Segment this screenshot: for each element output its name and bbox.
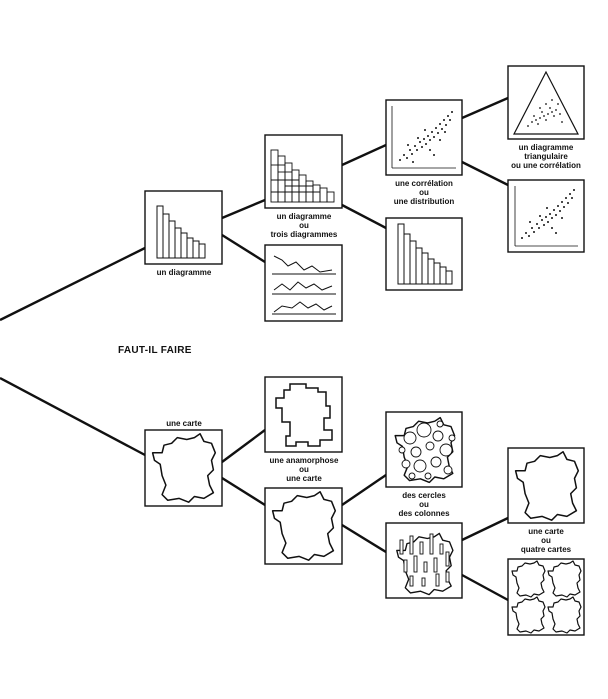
label-correlation-ou-distribution: une corrélation ou une distribution <box>393 179 455 206</box>
proportional-circles-map-icon <box>394 416 456 484</box>
node-carte-ou-quatre <box>507 447 585 636</box>
label-anamorphose-ou-carte: une anamorphose ou une carte <box>269 456 339 483</box>
scatter-plot-icon <box>391 106 456 169</box>
connectors <box>0 96 509 602</box>
label-un-diagramme: un diagramme <box>156 268 212 277</box>
label-cercles-ou-colonnes: des cercles ou des colonnes <box>398 491 450 518</box>
node-correlation-ou-distribution <box>385 99 463 291</box>
node-triangulaire-ou-correlation <box>507 65 585 253</box>
node-un-diagramme <box>144 190 223 265</box>
three-line-charts-icon <box>272 255 336 315</box>
distribution-histogram-icon <box>397 223 453 285</box>
node-anamorphose-ou-carte <box>264 376 343 565</box>
stacked-histogram-icon <box>270 149 335 203</box>
node-une-carte <box>144 429 223 507</box>
main-question: FAUT-IL FAIRE <box>118 345 192 356</box>
label-diagramme-ou-trois: un diagramme ou trois diagrammes <box>270 212 338 239</box>
label-une-carte: une carte <box>166 419 202 428</box>
node-diagramme-ou-trois <box>264 134 343 322</box>
scatter-plot-2-icon <box>514 186 578 247</box>
triangular-chart-icon <box>513 70 579 135</box>
columns-map-icon <box>396 532 454 596</box>
node-cercles-ou-colonnes <box>385 411 463 599</box>
anamorphosis-map-icon <box>275 383 333 447</box>
histogram-icon <box>156 205 206 259</box>
label-carte-ou-quatre: une carte ou quatre cartes <box>520 527 572 554</box>
label-triangulaire-ou-correlation: un diagramme triangulaire ou une corréla… <box>511 143 581 170</box>
